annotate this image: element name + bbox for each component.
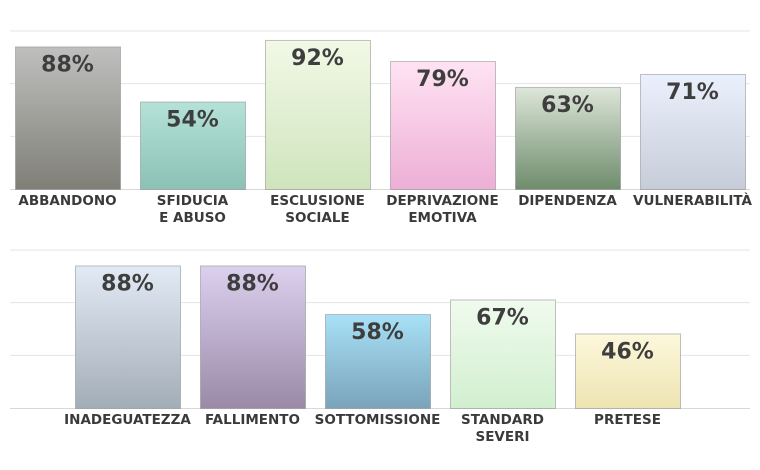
bar-pretese — [575, 333, 681, 410]
bar-sfiducia-e-abuso — [140, 101, 246, 190]
chart-panel-top: 88% ABBANDONO 54% SFIDUCIA E ABUSO 92% ESCLUSI… — [10, 30, 753, 226]
value-label-vulnerabilita: 71% — [666, 80, 719, 105]
value-label-deprivazione-emotiva: 79% — [416, 67, 469, 92]
category-label-sfiducia-e-abuso: SFIDUCIA E ABUSO — [157, 193, 229, 226]
category-label-deprivazione-emotiva: DEPRIVAZIONE EMOTIVA — [386, 193, 499, 226]
bar-standard-severi — [450, 299, 556, 409]
chart-panel-bottom: 88% INADEGUATEZZA 88% FALLIMENTO 58% SOTTOMIS… — [10, 249, 750, 445]
value-label-sfiducia-e-abuso: 54% — [166, 108, 219, 133]
category-label-inadeguatezza: INADEGUATEZZA — [64, 412, 191, 428]
value-label-dipendenza: 63% — [541, 93, 594, 118]
bar-dipendenza — [515, 86, 621, 190]
category-label-pretese: PRETESE — [594, 412, 661, 428]
category-label-esclusione-sociale: ESCLUSIONE SOCIALE — [270, 193, 365, 226]
category-label-dipendenza: DIPENDENZA — [518, 193, 617, 209]
category-label-standard-severi: STANDARD SEVERI — [461, 412, 544, 445]
bar-inadeguatezza — [75, 265, 181, 409]
bar-sottomissione — [325, 314, 431, 410]
value-label-fallimento: 88% — [226, 271, 279, 296]
value-label-pretese: 46% — [601, 339, 654, 364]
category-label-sottomissione: SOTTOMISSIONE — [315, 412, 441, 428]
category-label-abbandono: ABBANDONO — [18, 193, 116, 209]
value-label-inadeguatezza: 88% — [101, 271, 154, 296]
bar-vulnerabilita — [640, 73, 746, 190]
value-label-abbandono: 88% — [41, 52, 94, 77]
bar-abbandono — [15, 46, 121, 190]
bar-fallimento — [200, 265, 306, 409]
value-label-esclusione-sociale: 92% — [291, 46, 344, 71]
bar-deprivazione-emotiva — [390, 61, 496, 191]
value-label-standard-severi: 67% — [476, 305, 529, 330]
category-label-vulnerabilita: VULNERABILITÀ — [633, 192, 752, 209]
category-label-fallimento: FALLIMENTO — [205, 412, 300, 428]
value-label-sottomissione: 58% — [351, 320, 404, 345]
bar-esclusione-sociale — [265, 39, 371, 190]
